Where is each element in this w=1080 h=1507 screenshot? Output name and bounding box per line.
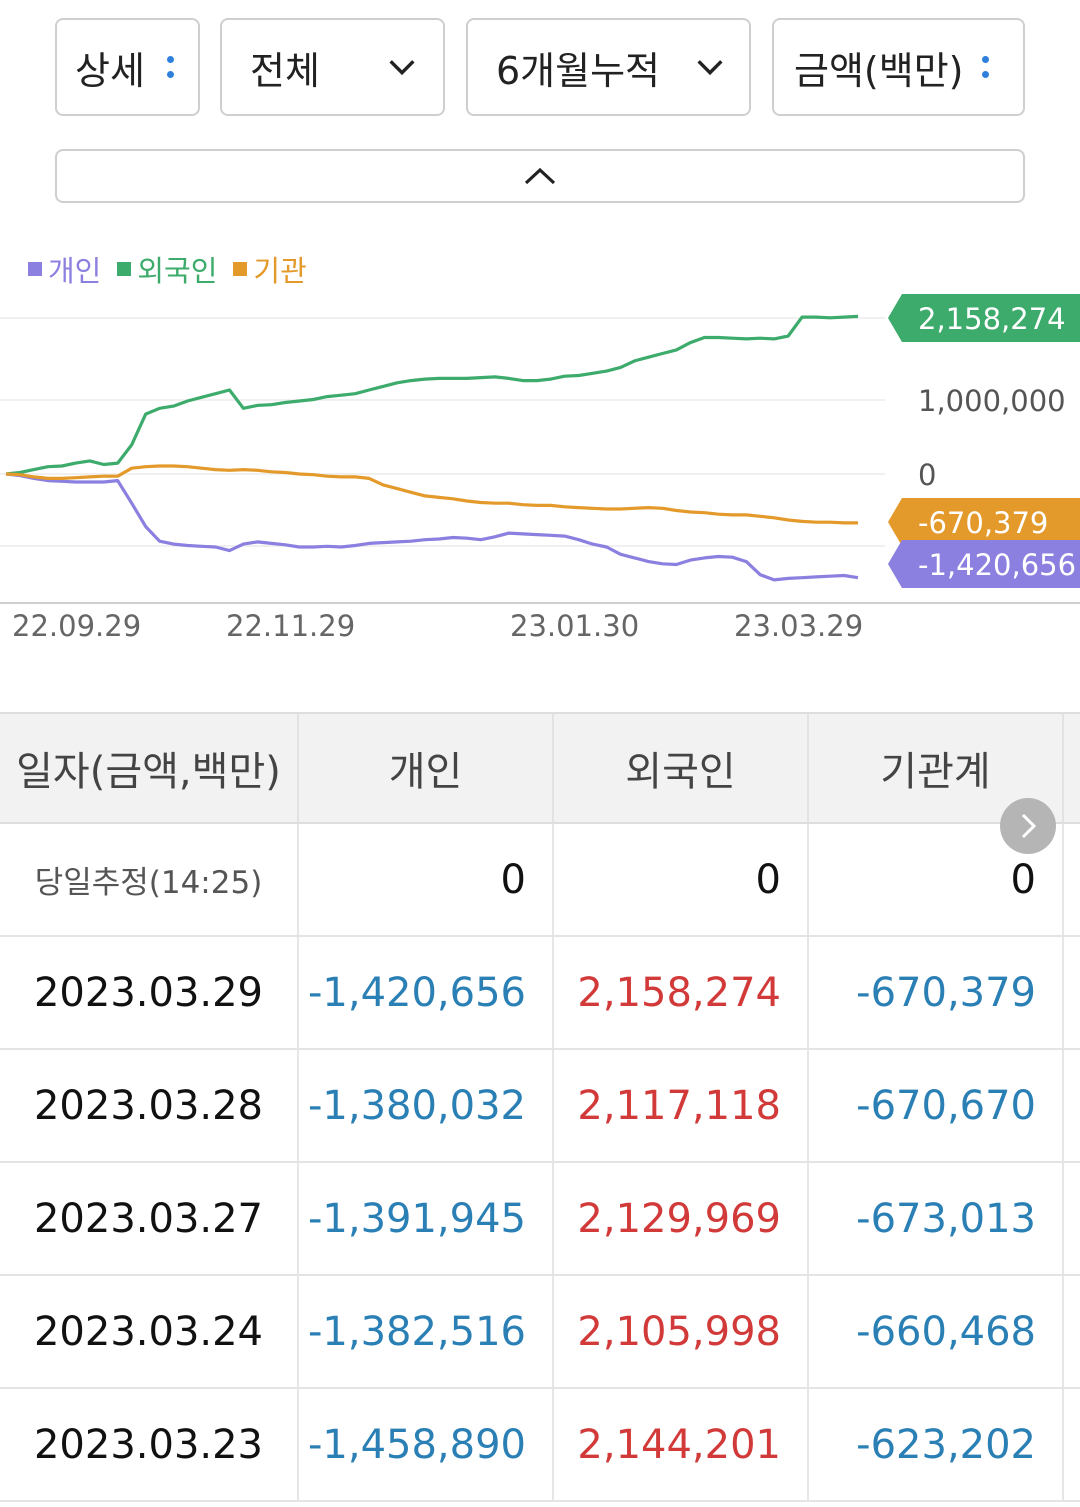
individual-cell: -1,458,890 [299, 1389, 554, 1500]
foreign-cell: 2,158,274 [554, 937, 809, 1048]
header-foreign: 외국인 [554, 714, 809, 822]
individual-cell: -1,382,516 [299, 1276, 554, 1387]
last-value-tag [888, 498, 1080, 546]
table-row: 2023.03.24 -1,382,516 2,105,998 -660,468 [0, 1276, 1080, 1389]
x-tick-label: 22.11.29 [226, 609, 355, 643]
unit-menu-button[interactable]: 금액(백만) [772, 18, 1025, 116]
detail-menu-button[interactable]: 상세 [55, 18, 200, 116]
x-tick-label: 22.09.29 [12, 609, 141, 643]
x-tick-label: 23.03.29 [734, 609, 863, 643]
unit-label: 금액(백만) [794, 48, 964, 93]
period-select[interactable]: 6개월누적 [466, 18, 751, 116]
last-value-tag [888, 540, 1080, 588]
y-tick-label: 1,000,000 [918, 384, 1066, 418]
individual-cell: -1,420,656 [299, 937, 554, 1048]
legend-swatch [233, 262, 248, 276]
header-date: 일자(금액,백만) [0, 714, 299, 822]
foreign-cell: 2,117,118 [554, 1050, 809, 1161]
table-row: 2023.03.29 -1,420,656 2,158,274 -670,379 [0, 937, 1080, 1050]
table-row: 당일추정(14:25) 0 0 0 [0, 824, 1080, 937]
date-cell: 2023.03.28 [0, 1050, 299, 1161]
legend-item-individual: 개인 [28, 248, 101, 290]
legend-label: 개인 [48, 254, 102, 288]
chevron-down-icon [697, 60, 723, 76]
investor-flow-chart: 1,000,000 0 22.09.29 22.11.29 23.01.30 23.03.… [0, 294, 1080, 643]
institution-cell: -670,670 [809, 1050, 1064, 1161]
y-tick-label: 0 [918, 458, 936, 492]
date-cell: 2023.03.23 [0, 1389, 299, 1500]
individual-cell: 0 [299, 824, 554, 935]
table-row: 2023.03.27 -1,391,945 2,129,969 -673,013 [0, 1163, 1080, 1276]
chevron-right-icon [1021, 813, 1037, 839]
legend-item-institution: 기관 [233, 248, 307, 290]
series-line [5, 472, 859, 582]
legend-label: 기관 [253, 254, 307, 288]
legend-swatch [28, 262, 42, 276]
header-individual: 개인 [299, 714, 554, 822]
header-institution: 기관계 [809, 714, 1064, 822]
foreign-cell: 2,144,201 [554, 1389, 809, 1500]
chevron-up-icon [524, 167, 556, 185]
legend-swatch [117, 262, 132, 276]
date-cell: 2023.03.27 [0, 1163, 299, 1274]
table-header: 일자(금액,백만) 개인 외국인 기관계 [0, 712, 1080, 824]
investor-table: 일자(금액,백만) 개인 외국인 기관계 당일추정(14:25) 0 0 0 2023.… [0, 712, 1080, 1502]
last-value-tag [888, 294, 1080, 342]
x-tick-label: 23.01.30 [510, 609, 639, 643]
table-row: 2023.03.28 -1,380,032 2,117,118 -670,670 [0, 1050, 1080, 1163]
individual-cell: -1,391,945 [299, 1163, 554, 1274]
date-cell: 2023.03.24 [0, 1276, 299, 1387]
last-value-label: -1,420,656 [918, 548, 1076, 582]
date-cell: 당일추정(14:25) [0, 824, 299, 935]
scroll-right-button[interactable] [1000, 798, 1056, 854]
foreign-cell: 2,105,998 [554, 1276, 809, 1387]
institution-cell: -623,202 [809, 1389, 1064, 1500]
detail-label: 상세 [75, 48, 145, 93]
period-label: 6개월누적 [496, 48, 661, 93]
institution-cell: -673,013 [809, 1163, 1064, 1274]
legend-label: 외국인 [137, 254, 218, 288]
chevron-down-icon [389, 60, 415, 76]
individual-cell: -1,380,032 [299, 1050, 554, 1161]
chart-legend: 개인 외국인 기관 [28, 248, 307, 290]
last-value-label: -670,379 [918, 506, 1048, 540]
foreign-cell: 0 [554, 824, 809, 935]
scope-select[interactable]: 전체 [220, 18, 445, 116]
scope-label: 전체 [250, 48, 320, 93]
collapse-chart-button[interactable] [55, 149, 1025, 203]
institution-cell: -670,379 [809, 937, 1064, 1048]
legend-item-foreign: 외국인 [117, 248, 217, 290]
table-row: 2023.03.23 -1,458,890 2,144,201 -623,202 [0, 1389, 1080, 1502]
date-cell: 2023.03.29 [0, 937, 299, 1048]
institution-cell: 0 [809, 824, 1064, 935]
more-options-icon [981, 56, 989, 78]
foreign-cell: 2,129,969 [554, 1163, 809, 1274]
last-value-label: 2,158,274 [918, 302, 1066, 336]
institution-cell: -660,468 [809, 1276, 1064, 1387]
series-line [5, 314, 859, 476]
more-options-icon [166, 56, 174, 78]
series-line [5, 464, 858, 525]
